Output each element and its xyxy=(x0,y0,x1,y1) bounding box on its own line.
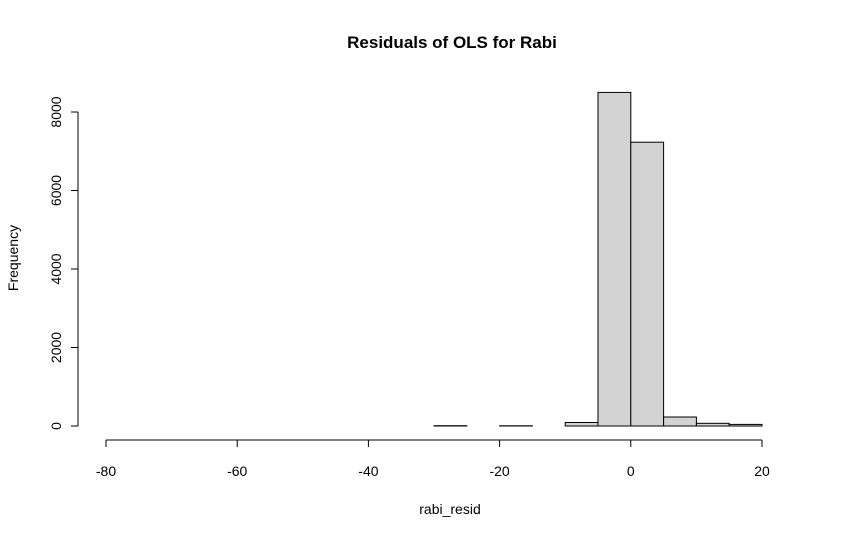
chart-title: Residuals of OLS for Rabi xyxy=(347,33,557,52)
y-tick-label: 0 xyxy=(48,422,64,430)
histogram-bar xyxy=(564,422,599,427)
histogram-bar xyxy=(630,141,665,427)
x-tick-label: -60 xyxy=(227,463,247,479)
histogram-bar xyxy=(597,91,632,427)
y-axis-label: Frequency xyxy=(5,225,21,291)
histogram-bar xyxy=(663,416,697,427)
x-tick-label: -20 xyxy=(489,463,509,479)
x-axis: -80 -60 -40 -20 0 20 xyxy=(96,439,770,479)
x-axis-label: rabi_resid xyxy=(419,501,480,517)
y-tick-label: 8000 xyxy=(48,96,64,127)
y-tick-label: 6000 xyxy=(48,175,64,206)
histogram-bar xyxy=(728,423,763,427)
y-axis: 0 2000 4000 6000 8000 xyxy=(48,96,79,430)
x-tick-label: -40 xyxy=(358,463,378,479)
bars-group xyxy=(433,91,763,427)
x-tick-label: 20 xyxy=(754,463,770,479)
histogram-bar xyxy=(695,422,730,427)
y-tick-label: 4000 xyxy=(48,253,64,284)
y-tick-label: 2000 xyxy=(48,332,64,363)
x-tick-label: 0 xyxy=(627,463,635,479)
x-tick-label: -80 xyxy=(96,463,116,479)
